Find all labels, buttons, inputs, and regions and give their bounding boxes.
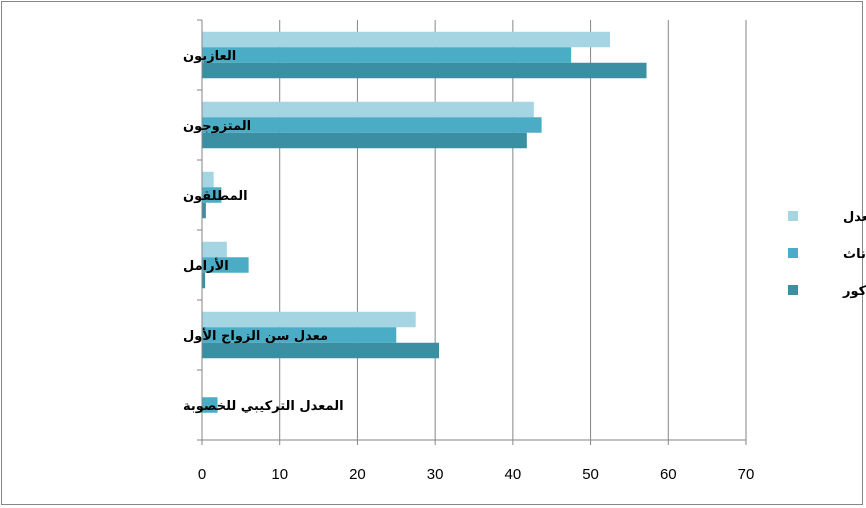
bar — [202, 101, 534, 118]
category-label: المتزوجون — [183, 119, 251, 134]
bar — [202, 132, 527, 149]
legend-swatch — [788, 285, 798, 295]
category-label: العازبون — [183, 49, 236, 64]
category-label: المعدل التركيبي للخصوبة — [183, 399, 344, 414]
legend-label: الذكور — [842, 284, 866, 299]
bar — [202, 187, 222, 203]
bar — [202, 31, 610, 48]
bar — [202, 397, 218, 413]
category-labels: العازبون المتزوجون المطلقون الأرامل معدل سن … — [183, 49, 344, 414]
bar — [202, 272, 206, 289]
bar — [202, 311, 416, 328]
bar — [202, 47, 572, 63]
category-label: معدل سن الزواج الأول — [183, 327, 328, 344]
legend-label: المعدل — [843, 210, 866, 225]
bar — [202, 327, 397, 343]
bar — [202, 342, 440, 359]
x-tick-label: 30 — [427, 466, 444, 483]
x-tick-label: 10 — [271, 466, 288, 483]
bar — [202, 117, 542, 133]
category-label: الأرامل — [183, 257, 229, 274]
bar — [202, 257, 249, 273]
bars — [202, 31, 647, 413]
bar — [202, 202, 206, 219]
legend-swatch — [788, 211, 798, 221]
legend: المعدل الإناث الذكور — [788, 210, 866, 299]
bar — [202, 171, 214, 188]
legend-swatch — [788, 248, 798, 258]
x-tick-label: 60 — [660, 466, 677, 483]
legend-label: الإناث — [843, 247, 866, 262]
gridlines — [279, 20, 747, 440]
x-tick-label: 40 — [505, 466, 522, 483]
bar — [202, 62, 647, 79]
bar — [202, 241, 227, 258]
x-tick-label: 20 — [349, 466, 366, 483]
x-tick-label: 0 — [198, 466, 206, 483]
x-tick-label: 70 — [738, 466, 755, 483]
axes — [197, 19, 747, 445]
x-tick-label: 50 — [582, 466, 599, 483]
category-label: المطلقون — [183, 189, 248, 204]
x-tick-labels: 0 10 20 30 40 50 60 70 — [198, 466, 755, 483]
